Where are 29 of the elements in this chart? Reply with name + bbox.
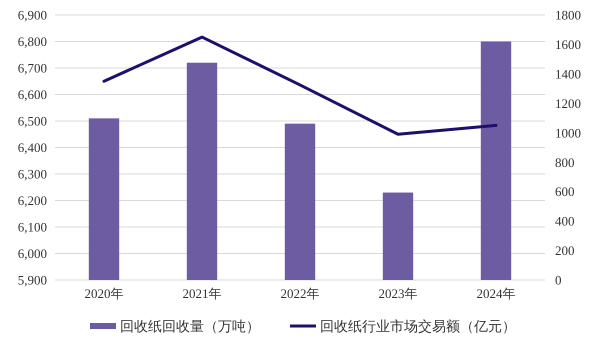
- line-series: [102, 36, 498, 136]
- y2-tick-label: 400: [555, 214, 574, 229]
- y2-tick-label: 0: [555, 272, 562, 288]
- legend-label: 回收纸行业市场交易额（亿元）: [320, 318, 516, 335]
- x-tick-label: 2022年: [280, 286, 320, 301]
- y-tick-label: 6,400: [18, 140, 47, 156]
- y-tick-label: 6,200: [18, 193, 47, 208]
- y-tick-label: 6,800: [18, 34, 47, 50]
- y2-tick-label: 1400: [555, 66, 581, 82]
- x-tick-label: 2024年: [476, 286, 516, 301]
- y2-tick-label: 1000: [555, 125, 581, 140]
- y2-tick-label: 1800: [555, 8, 581, 23]
- y-tick-label: 6,900: [18, 8, 47, 23]
- y-tick-label: 6,500: [18, 114, 47, 129]
- y2-tick-label: 1600: [555, 36, 581, 52]
- y2-tick-label: 1200: [555, 96, 581, 111]
- y-tick-label: 6,100: [18, 220, 47, 235]
- x-tick-label: 2021年: [182, 286, 222, 301]
- y-tick-label: 6,000: [18, 246, 47, 262]
- y2-tick-label: 800: [555, 154, 574, 170]
- y-tick-label: 5,900: [18, 272, 47, 288]
- y2-tick-label: 200: [555, 243, 574, 258]
- x-tick-label: 2020年: [84, 286, 124, 301]
- y2-tick-label: 600: [555, 184, 574, 200]
- y-tick-label: 6,300: [18, 166, 47, 182]
- legend-label: 回收纸回收量（万吨）: [120, 318, 260, 335]
- x-tick-label: 2023年: [378, 286, 418, 301]
- y-tick-label: 6,700: [18, 60, 47, 76]
- y-tick-label: 6,600: [18, 87, 47, 102]
